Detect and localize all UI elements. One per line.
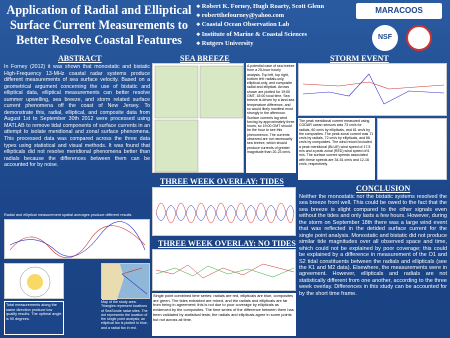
caption-box: The peak meridional current measured usi…: [298, 118, 375, 180]
plot: [155, 202, 295, 224]
section-heading: CONCLUSION: [356, 184, 411, 193]
caption-box: A potential case of sea breeze from a 25…: [246, 63, 296, 173]
author-line: Rutgers University: [196, 40, 324, 49]
section-heading: ABSTRACT: [58, 54, 102, 63]
caption-box: Total measurements along the same direct…: [4, 301, 64, 335]
conclusion-text: Neither the monostatic nor the bistatic …: [299, 194, 447, 297]
author-line: robertthefourney@yahoo.com: [196, 12, 324, 21]
caption-box: Single point combined time series: radia…: [152, 293, 296, 336]
figure-angle: [4, 263, 64, 299]
section-heading: THREE WEEK OVERLAY: NO TIDES: [158, 239, 296, 248]
plot: [302, 73, 445, 105]
figure-tides: [152, 187, 296, 236]
section-heading: THREE WEEK OVERLAY: TIDES: [160, 177, 284, 186]
author-line: Institute of Marine & Coastal Sciences: [196, 31, 324, 40]
plot: [155, 263, 295, 279]
title: Application of Radial and Elliptical Sur…: [6, 3, 192, 47]
section-heading: SEA BREEZE: [180, 54, 230, 63]
plot: [102, 264, 148, 300]
plot: [9, 221, 146, 258]
figure-caption: Radial and elliptical measurement spatia…: [4, 213, 132, 217]
logo-maracoos: MARACOOS: [356, 3, 442, 19]
author-line: Robert K. Forney, Hugh Roarty, Scott Gle…: [196, 3, 324, 12]
figure-storm: [298, 63, 447, 116]
figure-map: [101, 263, 150, 300]
plot: [19, 266, 51, 298]
figure-sea-breeze: [152, 63, 244, 173]
author-line: Coastal Ocean Observation Lab: [196, 21, 324, 30]
figure-no-tides: [152, 249, 296, 291]
figure-averages: [4, 219, 150, 259]
authors: Robert K. Forney, Hugh Roarty, Scott Gle…: [196, 3, 324, 49]
plot: [154, 65, 244, 173]
logo-nsf: NSF: [372, 25, 398, 51]
abstract-text: In Forney (2012) it was shown that monos…: [4, 64, 150, 169]
figure-caption: Map of the study area. Triangles represe…: [101, 300, 148, 330]
logo-seal: [406, 25, 432, 51]
figure-storm-detail: [377, 118, 447, 180]
section-heading: STORM EVENT: [330, 54, 389, 63]
